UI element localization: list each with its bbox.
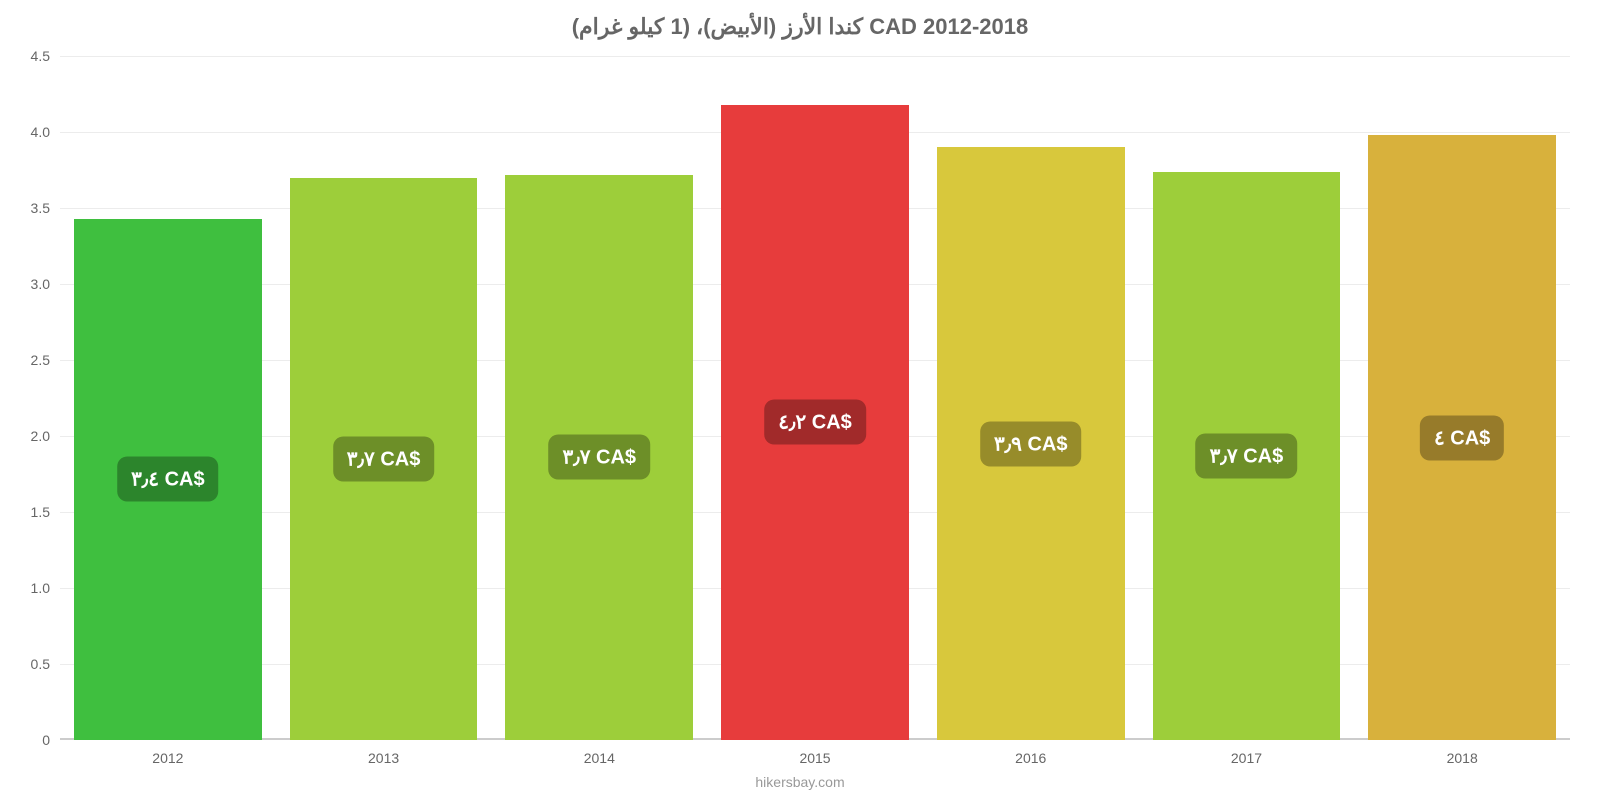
- y-axis-label: 2.0: [31, 428, 60, 444]
- bar: ٤٫٢ CA$: [721, 105, 909, 740]
- value-badge: ٣٫٧ CA$: [549, 435, 651, 480]
- y-axis-label: 1.5: [31, 504, 60, 520]
- x-axis-label: 2018: [1447, 740, 1478, 766]
- value-badge: ٣٫٧ CA$: [1196, 433, 1298, 478]
- bar: ٣٫٧ CA$: [1153, 172, 1341, 740]
- y-axis-label: 0.5: [31, 656, 60, 672]
- bar: ٣٫٩ CA$: [937, 147, 1125, 740]
- bar-slot: ٤٫٢ CA$2015: [707, 56, 923, 740]
- bar-slot: ٣٫٧ CA$2014: [491, 56, 707, 740]
- x-axis-label: 2012: [152, 740, 183, 766]
- bar-slot: ٣٫٧ CA$2013: [276, 56, 492, 740]
- y-axis-label: 3.5: [31, 200, 60, 216]
- x-axis-label: 2016: [1015, 740, 1046, 766]
- y-axis-label: 0: [42, 732, 60, 748]
- value-badge: ٤٫٢ CA$: [764, 400, 866, 445]
- plot-area: 00.51.01.52.02.53.03.54.04.5 ٣٫٤ CA$2012…: [60, 56, 1570, 740]
- bar-slot: ٤ CA$2018: [1354, 56, 1570, 740]
- value-badge: ٣٫٩ CA$: [980, 421, 1082, 466]
- bar-slot: ٣٫٧ CA$2017: [1139, 56, 1355, 740]
- value-badge: ٣٫٧ CA$: [333, 436, 435, 481]
- y-axis-label: 2.5: [31, 352, 60, 368]
- bar: ٣٫٧ CA$: [290, 178, 478, 740]
- bar: ٤ CA$: [1368, 135, 1556, 740]
- x-axis-label: 2017: [1231, 740, 1262, 766]
- bar-slot: ٣٫٤ CA$2012: [60, 56, 276, 740]
- y-axis-label: 4.0: [31, 124, 60, 140]
- x-axis-label: 2013: [368, 740, 399, 766]
- bar: ٣٫٤ CA$: [74, 219, 262, 740]
- y-axis-label: 4.5: [31, 48, 60, 64]
- chart-container: كندا الأرز (الأبيض)، (1 كيلو غرام) CAD 2…: [0, 0, 1600, 800]
- bar: ٣٫٧ CA$: [505, 175, 693, 740]
- bar-slot: ٣٫٩ CA$2016: [923, 56, 1139, 740]
- x-axis-label: 2014: [584, 740, 615, 766]
- value-badge: ٣٫٤ CA$: [117, 457, 219, 502]
- y-axis-label: 3.0: [31, 276, 60, 292]
- value-badge: ٤ CA$: [1420, 415, 1504, 460]
- source-label: hikersbay.com: [0, 774, 1600, 790]
- x-axis-label: 2015: [799, 740, 830, 766]
- y-axis-label: 1.0: [31, 580, 60, 596]
- chart-title: كندا الأرز (الأبيض)، (1 كيلو غرام) CAD 2…: [0, 0, 1600, 44]
- bars-group: ٣٫٤ CA$2012٣٫٧ CA$2013٣٫٧ CA$2014٤٫٢ CA$…: [60, 56, 1570, 740]
